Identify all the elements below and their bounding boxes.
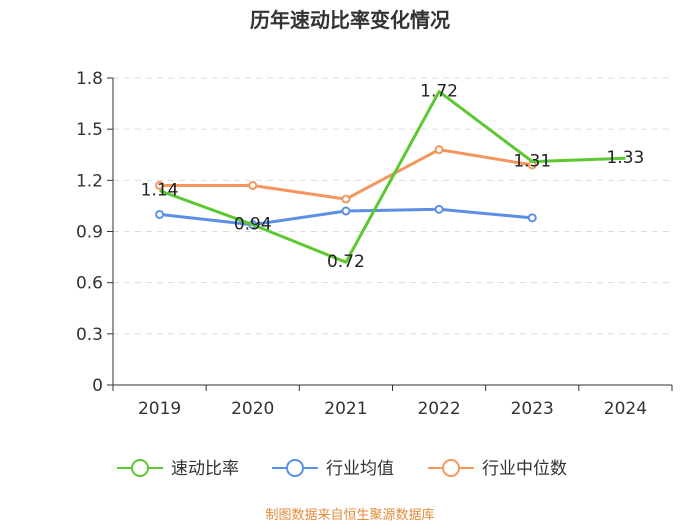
legend-item[interactable]: 行业中位数 xyxy=(428,459,567,479)
y-tick-label: 0.6 xyxy=(76,274,103,294)
data-point xyxy=(248,180,258,190)
source-note: 制图数据来自恒生聚源数据库 xyxy=(265,507,434,523)
data-label: 0.94 xyxy=(234,215,272,235)
y-tick-label: 0 xyxy=(92,376,103,396)
data-labels: 1.14 0.94 0.72 1.72 1.31 1.33 xyxy=(141,82,645,273)
x-tick-label: 2023 xyxy=(511,399,554,419)
y-tick-label: 0.9 xyxy=(76,223,103,243)
data-label: 1.33 xyxy=(606,148,644,168)
data-point xyxy=(434,204,444,214)
data-point xyxy=(155,209,165,219)
x-tick-label: 2020 xyxy=(231,399,274,419)
x-tick-label: 2021 xyxy=(324,399,367,419)
legend-label: 速动比率 xyxy=(171,459,239,479)
data-point xyxy=(341,194,351,204)
y-tick-label: 1.2 xyxy=(76,171,103,191)
data-label: 1.31 xyxy=(513,152,551,172)
legend-circle-icon xyxy=(131,459,149,477)
legend-item[interactable]: 行业均值 xyxy=(272,459,394,479)
series-line xyxy=(159,90,626,264)
data-label: 1.72 xyxy=(420,82,458,102)
data-label: 0.72 xyxy=(327,252,365,272)
legend-item[interactable]: 速动比率 xyxy=(117,459,239,479)
series-lines xyxy=(155,90,626,264)
data-point xyxy=(434,145,444,155)
series-2 xyxy=(155,145,537,204)
x-tick-label: 2022 xyxy=(417,399,460,419)
chart-title: 历年速动比率变化情况 xyxy=(250,8,450,32)
series-0 xyxy=(159,90,626,264)
y-tick-label: 1.5 xyxy=(76,120,103,140)
x-tick-label: 2019 xyxy=(138,399,181,419)
data-point xyxy=(155,180,165,190)
data-label: 1.14 xyxy=(141,181,179,201)
legend-label: 行业均值 xyxy=(326,459,394,479)
legend-label: 行业中位数 xyxy=(482,459,567,479)
legend: 速动比率 行业均值 行业中位数 xyxy=(117,459,567,479)
x-tick-label: 2024 xyxy=(604,399,647,419)
data-point xyxy=(527,213,537,223)
legend-circle-icon xyxy=(286,459,304,477)
legend-circle-icon xyxy=(442,459,460,477)
y-tick-label: 1.8 xyxy=(76,69,103,89)
axes: 0 0.3 0.6 0.9 1.2 1.5 1.8 2019 2020 2021 2022 2023 2… xyxy=(76,69,673,419)
gridlines xyxy=(113,77,672,335)
series-line xyxy=(159,148,533,201)
y-tick-label: 0.3 xyxy=(76,325,103,345)
data-point xyxy=(341,206,351,216)
